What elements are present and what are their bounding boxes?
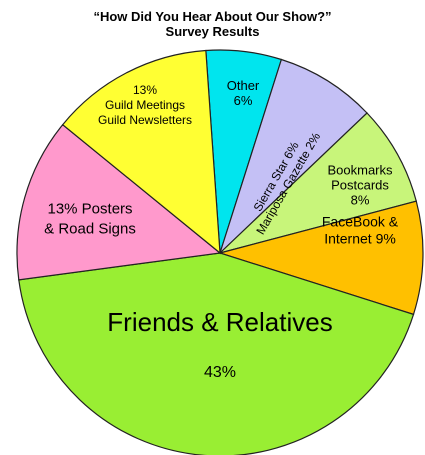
slice-label-line: FaceBook & — [322, 213, 399, 229]
pie-slice — [219, 112, 417, 254]
slice-label-line: 6% — [234, 93, 253, 108]
slice-label-line: 43% — [204, 364, 236, 381]
slice-label-line: Postcards — [331, 178, 389, 193]
slice-label: 13% Posters & Road Signs — [44, 200, 136, 237]
slice-label-line: 8% — [351, 193, 370, 208]
slice-label-line: Friends & Relatives — [107, 307, 332, 337]
slice-label-line: Guild Newsletters — [98, 113, 192, 127]
slice-label-line: Other — [227, 78, 260, 93]
chart-subtitle: Survey Results — [165, 24, 260, 39]
pie-slice — [219, 58, 368, 254]
slice-label-line: Bookmarks — [327, 163, 393, 178]
chart-title: “How Did You Hear About Our Show?” — [93, 9, 332, 24]
pie-slice — [61, 49, 221, 255]
slice-label: FaceBook &Internet 9% — [322, 213, 399, 246]
pie-slice — [16, 123, 222, 281]
pie-slice — [18, 252, 415, 455]
slice-label: Friends & Relatives 43% — [107, 307, 332, 381]
slice-label-line: 13% Posters — [47, 200, 132, 217]
slice-label-line: & Road Signs — [44, 220, 136, 237]
pie-slice — [217, 200, 424, 316]
slice-label-line: Internet 9% — [324, 230, 396, 246]
slice-label-line: Guild Meetings — [105, 98, 185, 112]
slice-label-line: 13% — [133, 83, 157, 97]
